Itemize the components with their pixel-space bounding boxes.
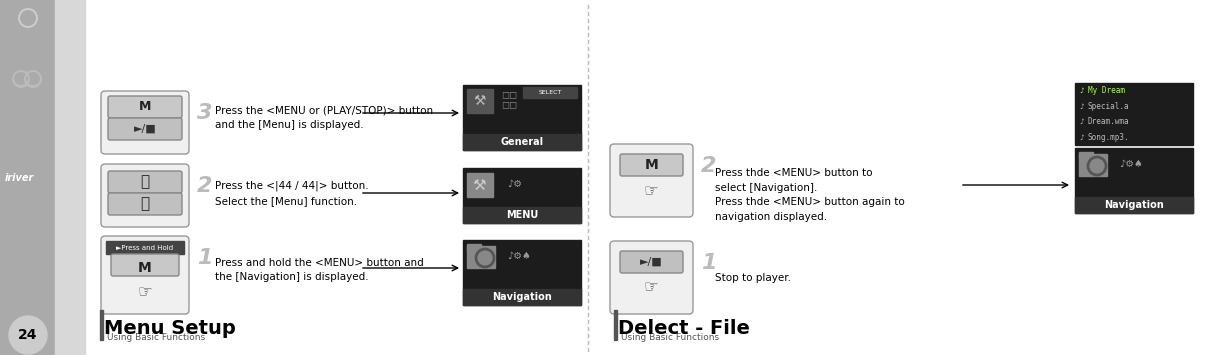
Bar: [463, 240, 581, 305]
Text: ⚒: ⚒: [474, 94, 487, 108]
Text: General: General: [500, 137, 544, 147]
Text: 2: 2: [197, 176, 212, 196]
Bar: [523, 87, 576, 98]
Bar: [463, 289, 581, 305]
Text: ♪: ♪: [1079, 117, 1084, 126]
Text: 2: 2: [701, 156, 717, 176]
Bar: [463, 134, 581, 150]
Text: ☞: ☞: [644, 182, 659, 200]
Text: Song.mp3.: Song.mp3.: [1087, 133, 1130, 142]
FancyBboxPatch shape: [108, 118, 182, 140]
Bar: [463, 85, 581, 150]
Text: 3: 3: [197, 103, 212, 123]
Bar: [0, 0, 54, 355]
Bar: [107, 241, 184, 254]
Text: ♪: ♪: [1079, 102, 1084, 111]
Text: 24: 24: [18, 328, 38, 342]
Text: 1: 1: [197, 248, 212, 268]
FancyBboxPatch shape: [108, 96, 182, 118]
Text: Press and hold the <MENU> button and
the [Navigation] is displayed.: Press and hold the <MENU> button and the…: [216, 258, 424, 282]
Text: ►/■: ►/■: [641, 257, 662, 267]
Bar: [1075, 148, 1193, 213]
Text: iriver: iriver: [5, 173, 34, 183]
FancyBboxPatch shape: [610, 144, 693, 217]
Text: Using Basic Functions: Using Basic Functions: [107, 333, 205, 343]
Bar: [101, 310, 103, 340]
Text: ☞: ☞: [644, 278, 659, 296]
Text: Delect - File: Delect - File: [618, 318, 750, 338]
FancyBboxPatch shape: [610, 241, 693, 314]
Bar: [467, 244, 481, 250]
Text: ♪: ♪: [1079, 86, 1084, 95]
FancyBboxPatch shape: [111, 254, 179, 276]
Text: My Dream: My Dream: [1087, 86, 1130, 95]
Text: ►/■: ►/■: [133, 124, 156, 134]
Bar: [1075, 83, 1193, 145]
Text: Press the <MENU or (PLAY/STOP)> button
and the [Menu] is displayed.: Press the <MENU or (PLAY/STOP)> button a…: [216, 105, 434, 130]
FancyBboxPatch shape: [101, 236, 189, 314]
Bar: [463, 207, 581, 223]
Text: M: M: [139, 100, 151, 114]
Text: Navigation: Navigation: [1104, 200, 1164, 210]
Text: Stop to player.: Stop to player.: [714, 273, 791, 283]
Text: ⏮: ⏮: [140, 175, 150, 190]
Bar: [1075, 197, 1193, 213]
Text: Press thde <MENU> button to
select [Navigation].
Press thde <MENU> button again : Press thde <MENU> button to select [Navi…: [714, 168, 905, 222]
Text: ♪⚙: ♪⚙: [507, 179, 522, 189]
Text: ⚒: ⚒: [472, 178, 486, 192]
Bar: [467, 89, 493, 113]
FancyBboxPatch shape: [620, 154, 683, 176]
Text: ◻◻: ◻◻: [501, 100, 517, 110]
FancyBboxPatch shape: [620, 251, 683, 273]
Bar: [467, 173, 493, 197]
FancyBboxPatch shape: [108, 171, 182, 193]
FancyBboxPatch shape: [101, 164, 189, 227]
Text: ⏭: ⏭: [140, 197, 150, 212]
Text: ♪⚙♠: ♪⚙♠: [507, 251, 530, 261]
Text: Press the <|44 / 44|> button.
Select the [Menu] function.: Press the <|44 / 44|> button. Select the…: [216, 180, 368, 206]
Bar: [1079, 152, 1094, 158]
Text: MENU: MENU: [506, 210, 538, 220]
Circle shape: [8, 316, 47, 354]
Text: ☞: ☞: [138, 283, 153, 301]
Bar: [614, 310, 616, 340]
FancyBboxPatch shape: [101, 91, 189, 154]
Bar: [1079, 154, 1107, 176]
Bar: [463, 168, 581, 223]
FancyBboxPatch shape: [108, 193, 182, 215]
Bar: [54, 0, 85, 355]
Text: ►Press and Hold: ►Press and Hold: [116, 245, 173, 251]
Text: M: M: [138, 261, 151, 275]
Text: M: M: [644, 158, 659, 172]
Text: Special.a: Special.a: [1087, 102, 1130, 111]
Bar: [467, 246, 495, 268]
Text: 1: 1: [701, 253, 717, 273]
Text: Navigation: Navigation: [492, 292, 552, 302]
Text: ♪: ♪: [1079, 133, 1084, 142]
Text: Using Basic Functions: Using Basic Functions: [621, 333, 719, 343]
Text: SELECT: SELECT: [539, 90, 562, 95]
Text: Dream.wma: Dream.wma: [1087, 117, 1130, 126]
Text: ♪⚙♠: ♪⚙♠: [1119, 159, 1143, 169]
Text: ◻◻: ◻◻: [501, 90, 517, 100]
Text: Menu Setup: Menu Setup: [104, 318, 236, 338]
